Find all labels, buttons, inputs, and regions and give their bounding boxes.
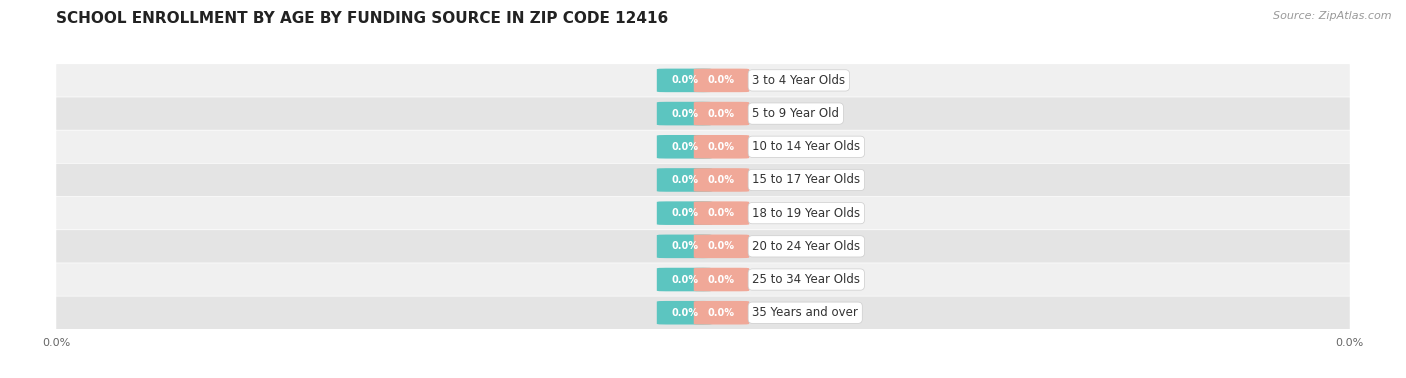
Text: Source: ZipAtlas.com: Source: ZipAtlas.com: [1274, 11, 1392, 21]
Text: 0.0%: 0.0%: [671, 75, 697, 85]
Text: 25 to 34 Year Olds: 25 to 34 Year Olds: [752, 273, 860, 286]
Text: 20 to 24 Year Olds: 20 to 24 Year Olds: [752, 240, 860, 253]
FancyBboxPatch shape: [693, 201, 749, 225]
Text: 3 to 4 Year Olds: 3 to 4 Year Olds: [752, 74, 845, 87]
Text: 0.0%: 0.0%: [709, 108, 735, 119]
FancyBboxPatch shape: [693, 268, 749, 291]
FancyBboxPatch shape: [657, 235, 713, 258]
FancyBboxPatch shape: [693, 235, 749, 258]
FancyBboxPatch shape: [56, 130, 1350, 163]
Text: 0.0%: 0.0%: [709, 175, 735, 185]
Text: 15 to 17 Year Olds: 15 to 17 Year Olds: [752, 174, 860, 186]
Text: 0.0%: 0.0%: [709, 241, 735, 251]
Text: 10 to 14 Year Olds: 10 to 14 Year Olds: [752, 140, 860, 153]
Text: 0.0%: 0.0%: [709, 308, 735, 318]
Text: 18 to 19 Year Olds: 18 to 19 Year Olds: [752, 207, 860, 220]
FancyBboxPatch shape: [657, 69, 713, 92]
Text: 0.0%: 0.0%: [709, 208, 735, 218]
FancyBboxPatch shape: [657, 301, 713, 324]
FancyBboxPatch shape: [657, 201, 713, 225]
FancyBboxPatch shape: [56, 64, 1350, 97]
Text: 0.0%: 0.0%: [671, 274, 697, 285]
Text: 0.0%: 0.0%: [671, 142, 697, 152]
FancyBboxPatch shape: [56, 296, 1350, 329]
FancyBboxPatch shape: [657, 268, 713, 291]
FancyBboxPatch shape: [657, 102, 713, 125]
FancyBboxPatch shape: [693, 69, 749, 92]
Text: 0.0%: 0.0%: [709, 75, 735, 85]
FancyBboxPatch shape: [657, 135, 713, 158]
Text: 0.0%: 0.0%: [671, 241, 697, 251]
FancyBboxPatch shape: [693, 102, 749, 125]
FancyBboxPatch shape: [657, 168, 713, 192]
Text: 0.0%: 0.0%: [671, 208, 697, 218]
Text: 5 to 9 Year Old: 5 to 9 Year Old: [752, 107, 839, 120]
FancyBboxPatch shape: [693, 168, 749, 192]
FancyBboxPatch shape: [693, 301, 749, 324]
Text: 0.0%: 0.0%: [709, 142, 735, 152]
FancyBboxPatch shape: [56, 230, 1350, 263]
FancyBboxPatch shape: [56, 263, 1350, 296]
Text: 35 Years and over: 35 Years and over: [752, 306, 858, 319]
FancyBboxPatch shape: [56, 197, 1350, 229]
FancyBboxPatch shape: [56, 164, 1350, 196]
FancyBboxPatch shape: [56, 97, 1350, 130]
Text: 0.0%: 0.0%: [671, 308, 697, 318]
Text: 0.0%: 0.0%: [671, 175, 697, 185]
Text: 0.0%: 0.0%: [709, 274, 735, 285]
Text: 0.0%: 0.0%: [671, 108, 697, 119]
Text: SCHOOL ENROLLMENT BY AGE BY FUNDING SOURCE IN ZIP CODE 12416: SCHOOL ENROLLMENT BY AGE BY FUNDING SOUR…: [56, 11, 668, 26]
FancyBboxPatch shape: [693, 135, 749, 158]
